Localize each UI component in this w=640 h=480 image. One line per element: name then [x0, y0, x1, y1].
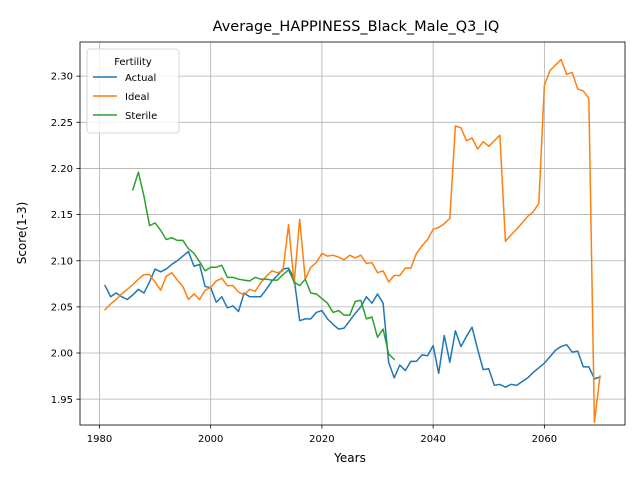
y-tick-label: 1.95 [51, 395, 73, 406]
y-tick-label: 2.25 [51, 118, 73, 129]
legend-label-actual: Actual [125, 73, 156, 84]
series-lines [103, 58, 601, 423]
legend-title: Fertility [114, 57, 152, 68]
legend-label-sterile: Sterile [125, 111, 157, 122]
legend: Fertility Actual Ideal Sterile [86, 48, 180, 134]
y-tick-label: 2.00 [51, 349, 73, 360]
series-line-sterile [131, 171, 396, 361]
y-axis-label: Score(1-3) [15, 202, 29, 265]
grid-lines [80, 42, 625, 425]
y-tick-label: 2.05 [51, 302, 73, 313]
series-line-actual [104, 250, 601, 388]
x-axis-label: Years [333, 451, 366, 465]
y-tick-label: 2.30 [51, 72, 73, 83]
y-tick-label: 2.10 [51, 256, 73, 267]
series-line-ideal [103, 58, 601, 423]
y-tick-label: 2.15 [51, 210, 73, 221]
x-tick-label: 2040 [420, 434, 445, 445]
x-tick-label: 2000 [198, 434, 223, 445]
chart-title: Average_HAPPINESS_Black_Male_Q3_IQ [213, 19, 500, 35]
y-tick-label: 2.20 [51, 164, 73, 175]
legend-label-ideal: Ideal [125, 92, 149, 103]
x-tick-label: 2060 [532, 434, 557, 445]
axes-frame [79, 41, 626, 426]
x-axis-ticks: 1980 2000 2020 2040 2060 [87, 425, 557, 445]
x-tick-label: 1980 [87, 434, 112, 445]
legend-box [86, 48, 180, 134]
x-tick-label: 2020 [309, 434, 334, 445]
y-axis-ticks: 1.95 2.00 2.05 2.10 2.15 2.20 2.25 2.30 [51, 72, 80, 406]
